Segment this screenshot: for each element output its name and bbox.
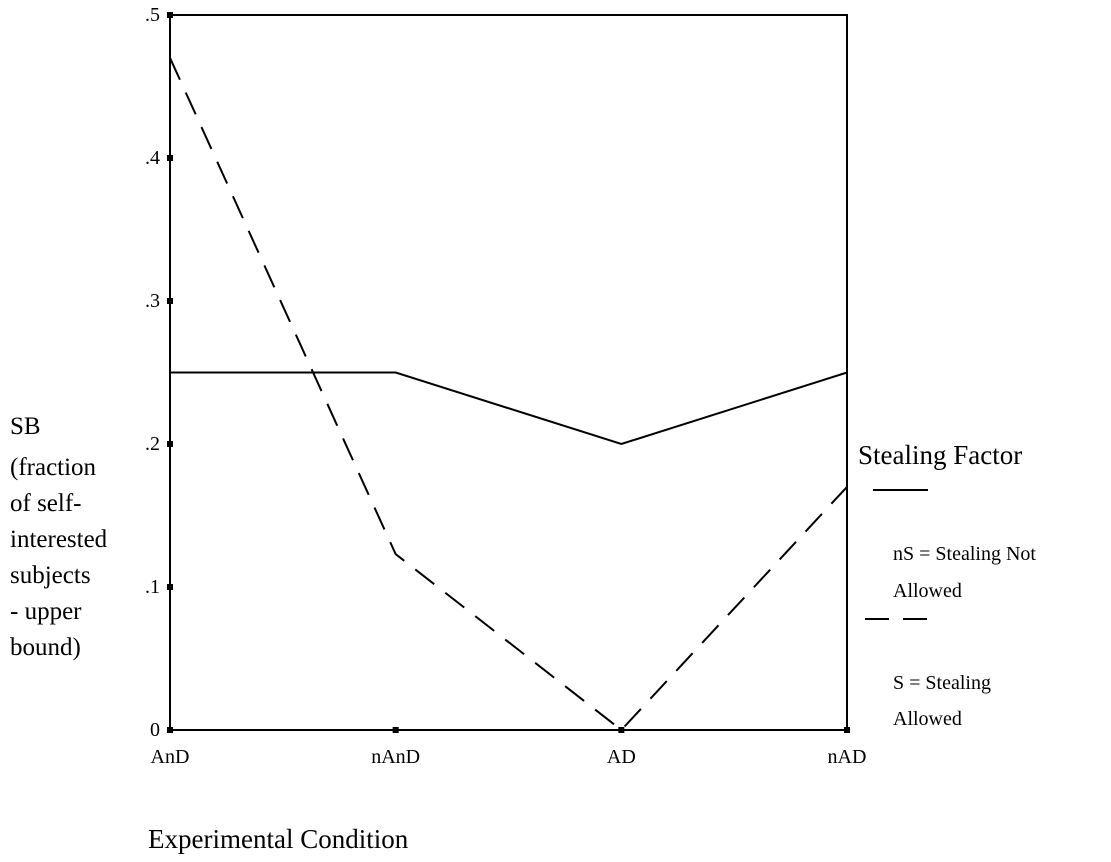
y-tick-label: .1 <box>145 576 160 598</box>
x-tick-mark <box>844 727 850 733</box>
x-tick-label: nAnD <box>371 746 420 768</box>
legend-title: Stealing Factor <box>858 440 1023 470</box>
x-axis-label: Experimental Condition <box>148 824 409 854</box>
x-tick-mark <box>392 727 399 733</box>
y-tick-mark <box>167 155 173 161</box>
y-axis-label-line-1: SB <box>10 413 41 440</box>
series-layer <box>169 57 848 732</box>
y-axis-ticks: .5 .4 .3 .2 .1 0 <box>145 4 173 741</box>
x-axis-ticks: AnD nAnD AD nAD <box>151 727 867 768</box>
legend-entry-1-line-2: Allowed <box>893 580 962 602</box>
y-axis-label-line-5: subjects <box>10 562 91 589</box>
x-tick-label: nAD <box>828 746 867 768</box>
y-axis-label-line-3: of self- <box>10 490 82 517</box>
legend-entry-2-line-2: Allowed <box>893 708 962 730</box>
y-axis-label-line-6: - upper <box>10 598 82 625</box>
y-tick-label: .2 <box>145 433 160 455</box>
y-tick-label: .4 <box>145 147 160 169</box>
series-line-dashed <box>169 57 848 732</box>
legend-entry-2-line-1: S = Stealing <box>893 672 991 694</box>
x-tick-label: AnD <box>151 746 190 768</box>
x-tick-mark <box>167 727 173 733</box>
x-tick-mark <box>618 727 625 733</box>
y-axis-label-line-4: interested <box>10 526 108 553</box>
y-axis-label-line-2: (fraction <box>10 454 97 481</box>
x-tick-label: AD <box>607 746 636 768</box>
y-tick-mark <box>167 12 173 18</box>
y-tick-label: 0 <box>150 719 160 741</box>
y-tick-label: .5 <box>145 4 160 26</box>
legend-entry-1-line-1: nS = Stealing Not <box>893 543 1036 565</box>
y-tick-mark <box>167 298 173 304</box>
y-tick-mark <box>167 584 173 590</box>
series-line-solid <box>170 371 848 446</box>
y-axis-label-line-7: bound) <box>10 634 81 661</box>
y-tick-label: .3 <box>145 290 160 312</box>
y-tick-mark <box>167 441 173 447</box>
